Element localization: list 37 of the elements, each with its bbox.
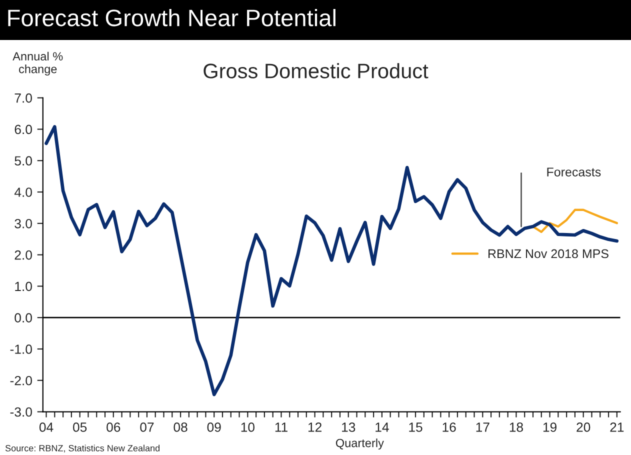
y-tick-label: 1.0: [15, 282, 32, 292]
x-tick-label: 04: [39, 422, 54, 432]
x-tick-label: 05: [73, 422, 87, 432]
y-tick-label: -2.0: [10, 376, 32, 386]
y-tick-label: 7.0: [14, 93, 32, 103]
x-tick-label: 06: [106, 422, 120, 432]
x-tick-label: 10: [241, 422, 254, 432]
chart-title: Forecast Growth Near Potential: [8, 8, 336, 26]
x-tick-label: 18: [510, 422, 523, 432]
x-tick-label: 16: [442, 422, 456, 432]
y-tick-label: 6.0: [14, 124, 32, 134]
y-tick-label: 0.0: [14, 313, 32, 322]
x-tick-label: 17: [476, 422, 490, 432]
y-tick-label: 4.0: [14, 188, 32, 197]
x-axis-title: Quarterly: [336, 438, 384, 450]
y-tick-label: -1.0: [10, 344, 32, 354]
y-tick-label: 5.0: [14, 156, 32, 166]
x-tick-label: 12: [308, 422, 322, 432]
line-series: [44, 125, 619, 396]
chart-subtitle: Gross Domestic Product: [204, 63, 428, 78]
x-tick-label: 21: [610, 422, 624, 432]
y-tick-label: -3.0: [10, 407, 32, 417]
x-tick-label: 13: [342, 422, 356, 432]
x-tick-label: 07: [140, 422, 154, 432]
x-tick-label: 08: [174, 422, 188, 432]
x-tick-label: 14: [376, 422, 389, 432]
x-tick-label: 11: [275, 422, 288, 432]
legend-label: RBNZ Nov 2018 MPS: [488, 249, 608, 258]
y-tick-label: 2.0: [14, 250, 32, 260]
x-tick-label: 09: [207, 422, 221, 432]
x-tick-label: 19: [543, 422, 556, 432]
x-tick-label: 20: [576, 422, 590, 432]
y-axis-title: Annual % change: [12, 52, 63, 76]
ref-line-label: Forecasts: [547, 168, 601, 176]
source-note: Source: RBNZ, Statistics New Zealand: [5, 444, 160, 452]
y-tick-label: 3.0: [14, 218, 32, 228]
x-tick-label: 15: [409, 422, 422, 432]
